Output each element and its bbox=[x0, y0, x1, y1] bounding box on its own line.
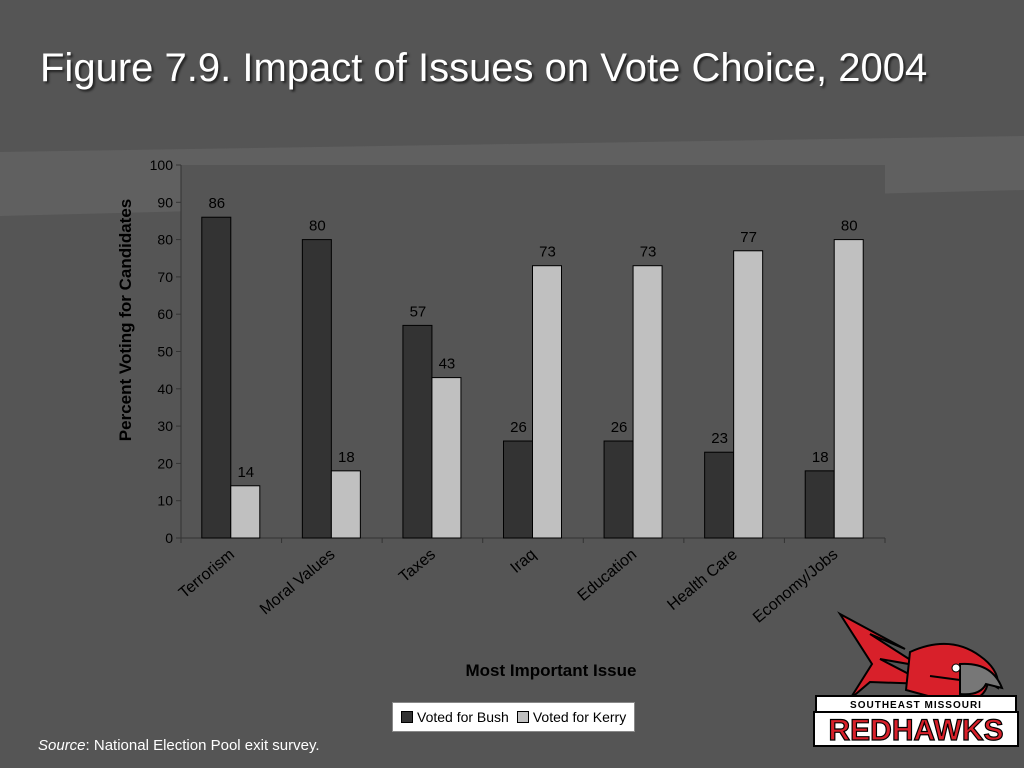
legend-item-kerry: Voted for Kerry bbox=[516, 709, 627, 725]
x-tick-label: Taxes bbox=[396, 546, 439, 586]
y-tick-label: 30 bbox=[157, 418, 173, 434]
legend-swatch-kerry bbox=[516, 711, 529, 723]
y-tick-label: 60 bbox=[157, 306, 173, 322]
data-label-kerry: 73 bbox=[539, 244, 556, 261]
source-text: : National Election Pool exit survey. bbox=[85, 737, 320, 754]
y-tick-label: 40 bbox=[157, 381, 173, 397]
bar-kerry bbox=[733, 250, 764, 539]
data-label-kerry: 80 bbox=[841, 218, 858, 235]
data-label-kerry: 43 bbox=[439, 356, 456, 373]
data-label-kerry: 73 bbox=[640, 244, 657, 261]
bar-bush bbox=[201, 216, 232, 539]
legend-item-bush: Voted for Bush bbox=[401, 709, 509, 725]
bar-kerry bbox=[532, 265, 562, 539]
bar-bush bbox=[704, 451, 735, 539]
bar-kerry bbox=[230, 485, 261, 539]
y-tick-label: 100 bbox=[150, 157, 174, 173]
legend-swatch-bush bbox=[401, 711, 413, 723]
legend-label-kerry: Voted for Kerry bbox=[532, 709, 627, 725]
y-tick-label: 10 bbox=[157, 493, 173, 509]
x-tick-label: Iraq bbox=[508, 546, 540, 577]
x-tick-label: Terrorism bbox=[176, 546, 238, 602]
data-label-bush: 80 bbox=[309, 218, 326, 235]
redhawks-logo: SOUTHEAST MISSOURI REDHAWKS bbox=[813, 611, 1019, 748]
bar-bush bbox=[503, 440, 533, 539]
y-tick-label: 90 bbox=[157, 194, 173, 210]
data-label-kerry: 77 bbox=[740, 229, 757, 246]
chart-legend: Voted for Bush Voted for Kerry bbox=[392, 702, 636, 732]
legend-label-bush: Voted for Bush bbox=[417, 709, 509, 725]
bar-kerry bbox=[632, 265, 663, 539]
bar-bush bbox=[301, 239, 332, 539]
x-tick-label: Education bbox=[575, 546, 640, 605]
bar-kerry bbox=[431, 377, 462, 539]
data-label-kerry: 18 bbox=[338, 449, 355, 466]
logo-text-main: REDHAWKS bbox=[828, 714, 1003, 747]
data-label-kerry: 14 bbox=[237, 464, 254, 481]
y-axis-title: Percent Voting for Candidates bbox=[116, 199, 135, 441]
bar-kerry bbox=[330, 470, 361, 539]
bar-bush bbox=[804, 470, 835, 539]
data-label-bush: 23 bbox=[711, 430, 728, 447]
x-tick-label: Moral Values bbox=[257, 546, 339, 618]
data-label-bush: 57 bbox=[410, 303, 427, 320]
y-tick-label: 70 bbox=[157, 269, 173, 285]
y-tick-label: 0 bbox=[165, 530, 173, 546]
bar-bush bbox=[603, 440, 634, 539]
slide-title: Figure 7.9. Impact of Issues on Vote Cho… bbox=[40, 46, 928, 90]
source-note: Source: National Election Pool exit surv… bbox=[38, 737, 320, 754]
x-axis-title: Most Important Issue bbox=[466, 661, 637, 680]
bar-kerry bbox=[833, 239, 864, 539]
y-tick-label: 80 bbox=[157, 232, 173, 248]
x-tick-label: Health Care bbox=[664, 546, 740, 614]
source-label: Source bbox=[38, 737, 86, 754]
bar-bush bbox=[402, 324, 433, 539]
data-label-bush: 26 bbox=[611, 419, 628, 436]
y-tick-label: 20 bbox=[157, 455, 173, 471]
data-label-bush: 26 bbox=[510, 419, 527, 436]
data-label-bush: 86 bbox=[208, 195, 225, 212]
y-tick-label: 50 bbox=[157, 344, 173, 360]
data-label-bush: 18 bbox=[812, 449, 829, 466]
logo-text-top: SOUTHEAST MISSOURI bbox=[850, 700, 982, 711]
